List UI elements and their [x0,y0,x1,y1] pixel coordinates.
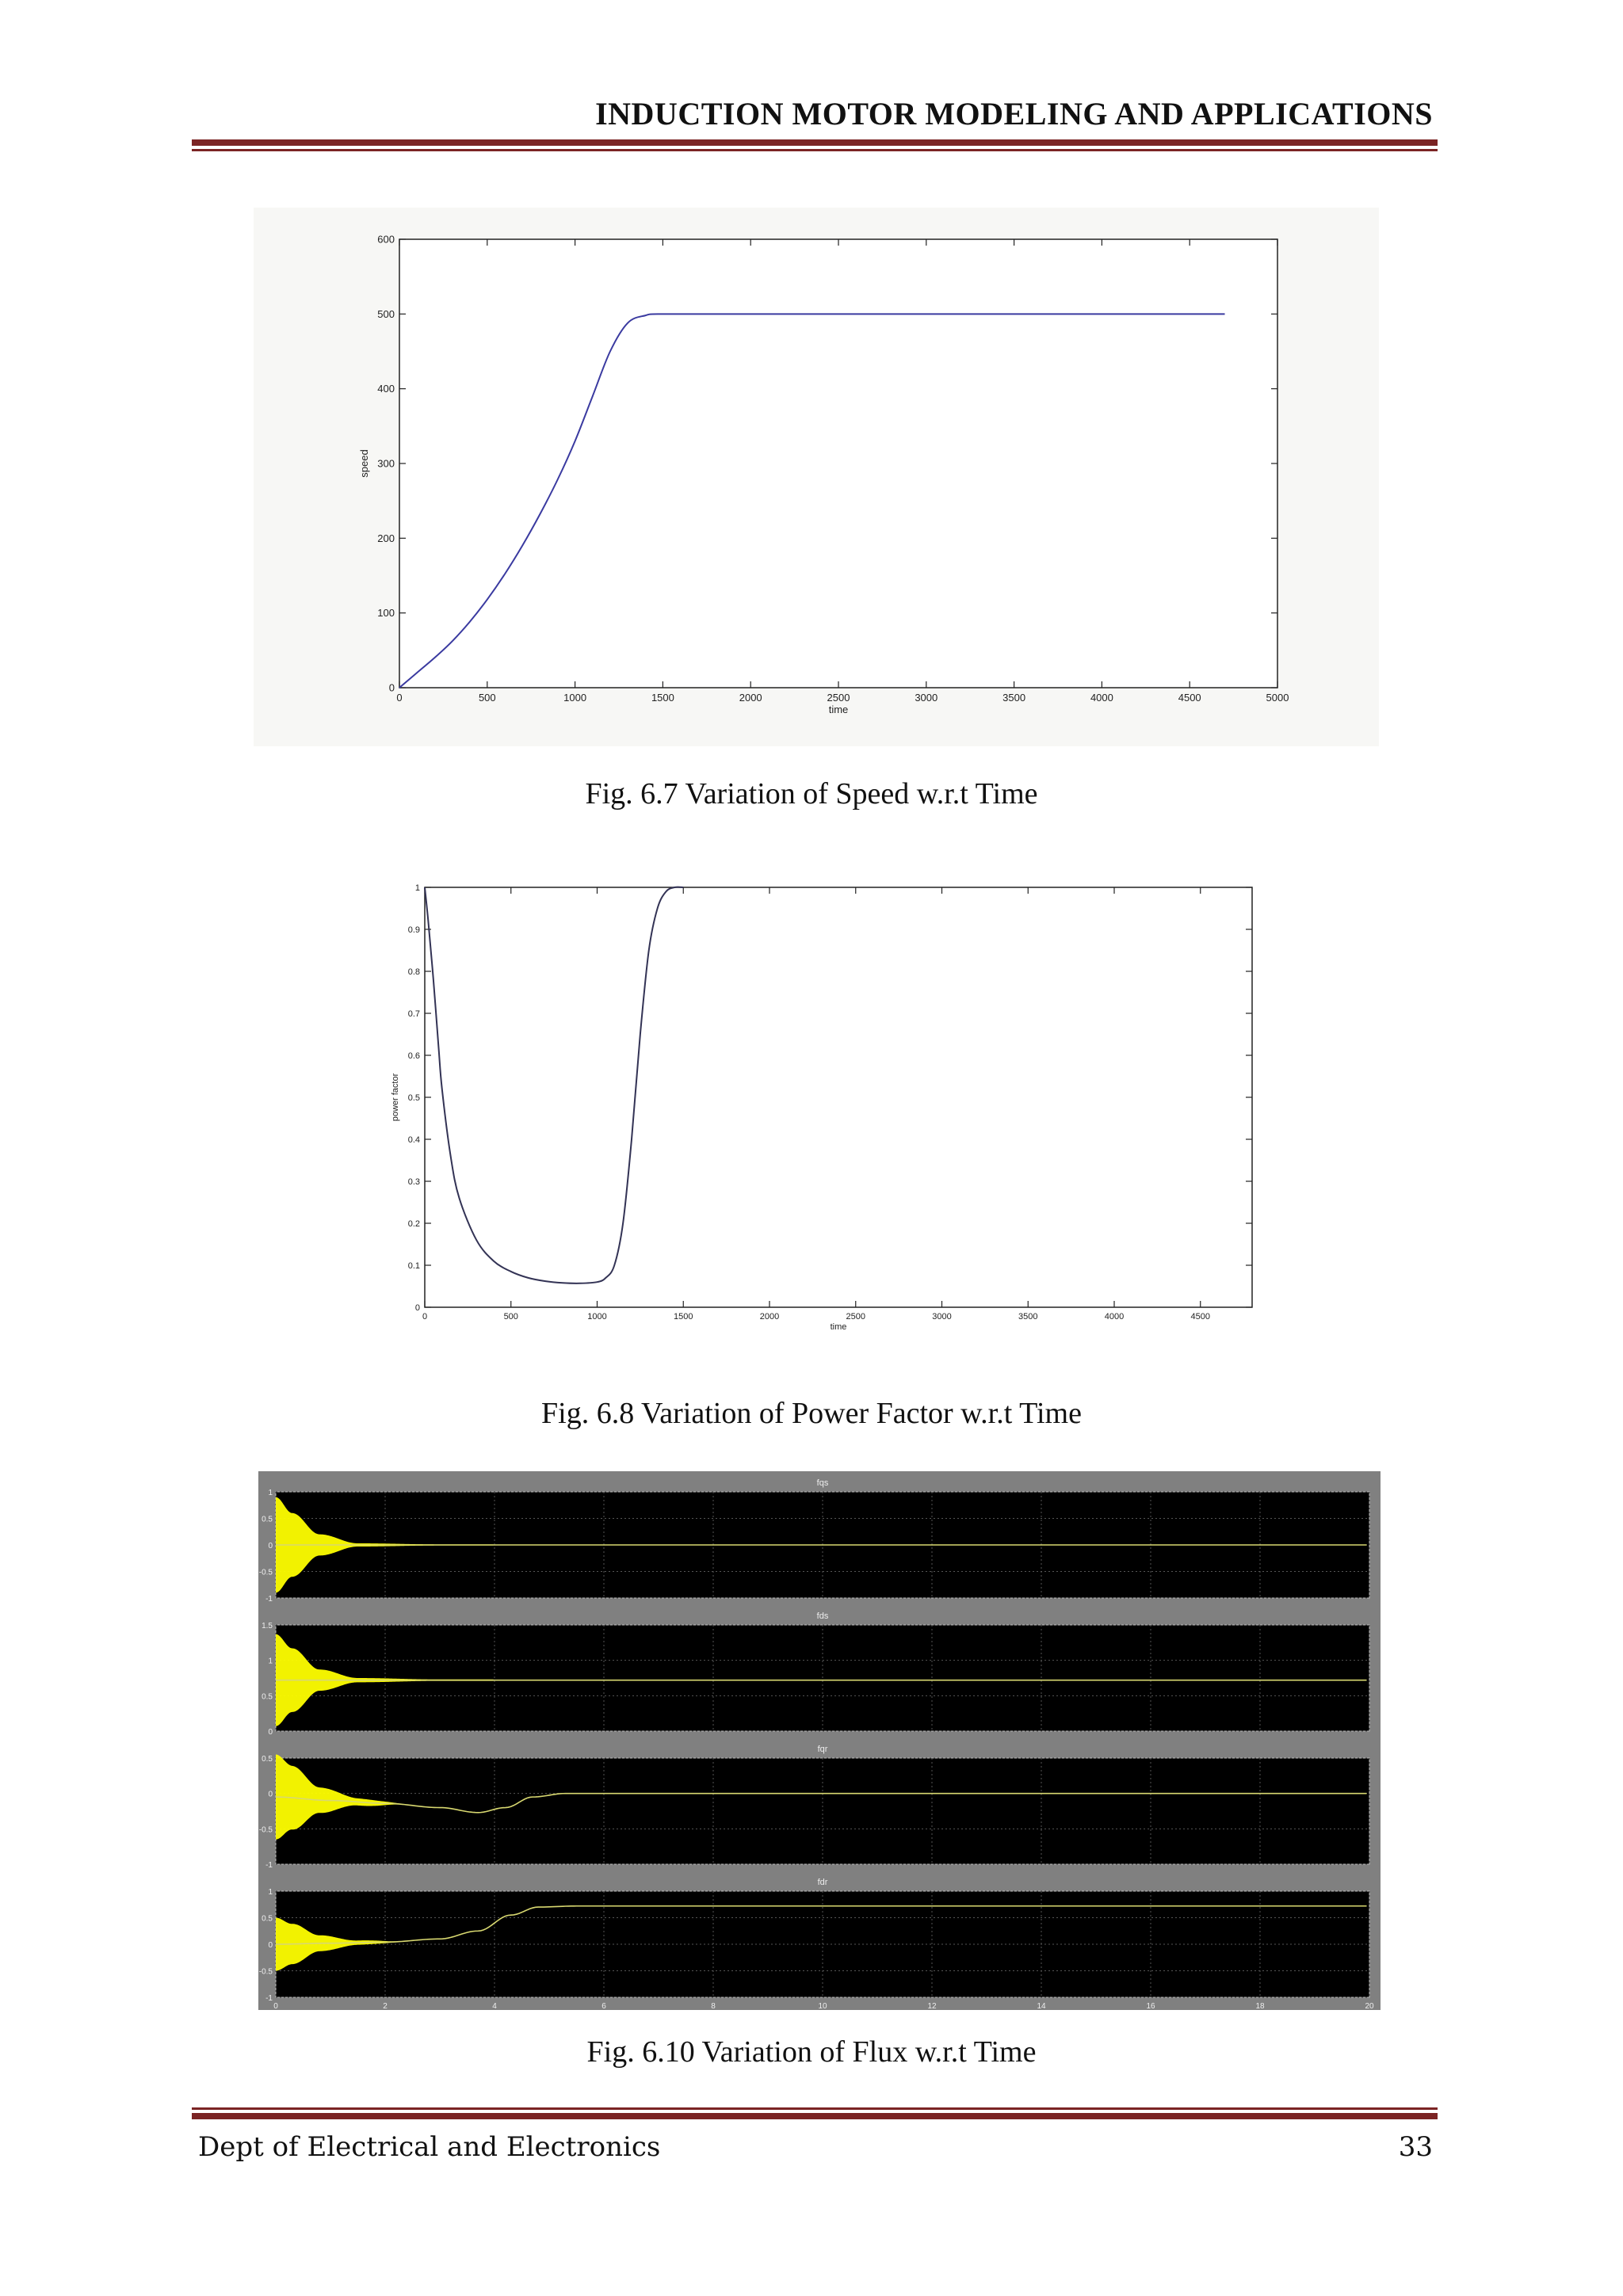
footer-rule [192,2107,1438,2119]
x-tick-label: 2500 [827,692,850,704]
x-tick-label: 3000 [932,1312,951,1322]
plot-area [399,238,1278,688]
figure-caption-6-10: Fig. 6.10 Variation of Flux w.r.t Time [586,2035,1037,2069]
scope-x-tick-label: 2 [383,2002,388,2010]
scope-y-tick-label: 0 [268,1941,273,1950]
y-tick-label: 0.2 [408,1219,420,1229]
x-tick-label: 5000 [1266,692,1289,704]
figure-caption-6-7: Fig. 6.7 Variation of Speed w.r.t Time [585,777,1038,810]
x-tick-label: 0 [396,692,402,704]
scope-envelope [276,1754,494,1840]
scope-y-tick-label: 0 [268,1728,273,1737]
y-tick-label: 600 [377,234,395,246]
scope-y-tick-label: 0 [268,1542,273,1550]
x-tick-label: 3500 [1002,692,1025,704]
y-tick-label: 0.3 [408,1177,420,1187]
y-tick-label: 0 [389,682,395,694]
x-tick-label: 4500 [1191,1312,1210,1322]
scope-y-tick-label: 0.5 [262,1755,273,1764]
x-axis-label: time [831,1322,847,1332]
x-tick-label: 1000 [587,1312,606,1322]
scope-x-tick-label: 14 [1037,2002,1046,2010]
x-tick-label: 0 [422,1312,427,1322]
y-tick-label: 0.9 [408,925,420,935]
y-tick-label: 0.8 [408,967,420,977]
series-line [424,886,684,1284]
x-tick-label: 1000 [563,692,586,704]
plot-area [424,887,1253,1308]
scope-panel-title: fqs [817,1478,829,1488]
scope-signal [275,1905,1367,1945]
scope-panel-title: fdr [818,1878,828,1887]
x-tick-label: 1500 [651,692,674,704]
x-tick-label: 4500 [1178,692,1201,704]
scope-y-tick-label: -1 [265,1861,273,1870]
y-tick-label: 500 [377,308,395,320]
y-tick-label: 0.5 [408,1093,420,1103]
y-tick-label: 0 [415,1303,420,1313]
scope-x-tick-label: 12 [927,2002,937,2010]
scope-y-tick-label: -1 [265,1595,273,1604]
scope-y-tick-label: -0.5 [259,1569,273,1577]
scope-x-tick-label: 18 [1255,2002,1265,2010]
y-tick-label: 300 [377,458,395,470]
scope-envelope [276,1917,494,1971]
y-tick-label: 0.7 [408,1009,420,1019]
scope-x-tick-label: 20 [1365,2002,1374,2010]
y-tick-label: 0.1 [408,1261,420,1271]
speed-chart: 0 500 1000 1500 2000 2500 3000 3500 4000 4500 5000… [254,208,1379,746]
scope-y-tick-label: -0.5 [259,1968,273,1977]
scope-panel-title: fqr [818,1745,828,1754]
y-tick-label: 200 [377,532,395,544]
x-tick-label: 4000 [1105,1312,1124,1322]
x-tick-label: 4000 [1090,692,1113,704]
x-tick-label: 1500 [674,1312,693,1322]
page-number: 33 [1398,2131,1433,2163]
scope-panel-title: fds [817,1611,829,1621]
y-axis-label: speed [358,449,370,477]
y-tick-label: 400 [377,383,395,395]
x-tick-label: 3000 [915,692,938,704]
scope-x-tick-label: 4 [492,2002,497,2010]
flux-scope-chart: fqs -1 -0.5 0 0.5 1 fds 0 0.5 1 1.5 fqr -1 -0.5 0 0.5 fd… [258,1471,1381,2010]
x-tick-label: 500 [504,1312,518,1322]
figure-caption-6-8: Fig. 6.8 Variation of Power Factor w.r.t… [541,1397,1082,1430]
scope-signal [275,1792,1367,1814]
running-header: INDUCTION MOTOR MODELING AND APPLICATION… [595,96,1433,132]
y-axis-label: power factor [391,1073,400,1121]
x-axis-label: time [829,704,849,715]
scope-x-tick-label: 16 [1146,2002,1155,2010]
series-line [399,313,1225,688]
power-factor-chart: 0 500 1000 1500 2000 2500 3000 3500 4000 4500 0 0.1… [372,871,1268,1347]
scope-y-tick-label: 0.5 [262,1692,273,1701]
scope-y-tick-label: -0.5 [259,1825,273,1834]
scope-y-tick-label: 0 [268,1791,273,1799]
y-tick-label: 1 [415,883,420,893]
scope-y-tick-label: 1 [268,1489,273,1497]
header-rule [192,139,1438,151]
footer-department: Dept of Electrical and Electronics [198,2131,661,2163]
scope-y-tick-label: 1 [268,1657,273,1666]
scope-y-tick-label: 0.5 [262,1516,273,1524]
x-tick-label: 500 [479,692,496,704]
x-tick-label: 3500 [1018,1312,1037,1322]
scope-y-tick-label: 1.5 [262,1622,273,1630]
scope-x-tick-label: 0 [273,2002,278,2010]
y-tick-label: 0.4 [408,1135,420,1145]
scope-x-tick-label: 6 [601,2002,606,2010]
x-tick-label: 2500 [846,1312,865,1322]
y-tick-label: 0.6 [408,1051,420,1061]
x-tick-label: 2000 [760,1312,779,1322]
scope-y-tick-label: 0.5 [262,1915,273,1924]
x-tick-label: 2000 [739,692,762,704]
scope-x-tick-label: 10 [818,2002,827,2010]
scope-y-tick-label: -1 [265,1994,273,2003]
y-tick-label: 100 [377,607,395,619]
scope-x-tick-label: 8 [711,2002,716,2010]
scope-y-tick-label: 1 [268,1888,273,1897]
